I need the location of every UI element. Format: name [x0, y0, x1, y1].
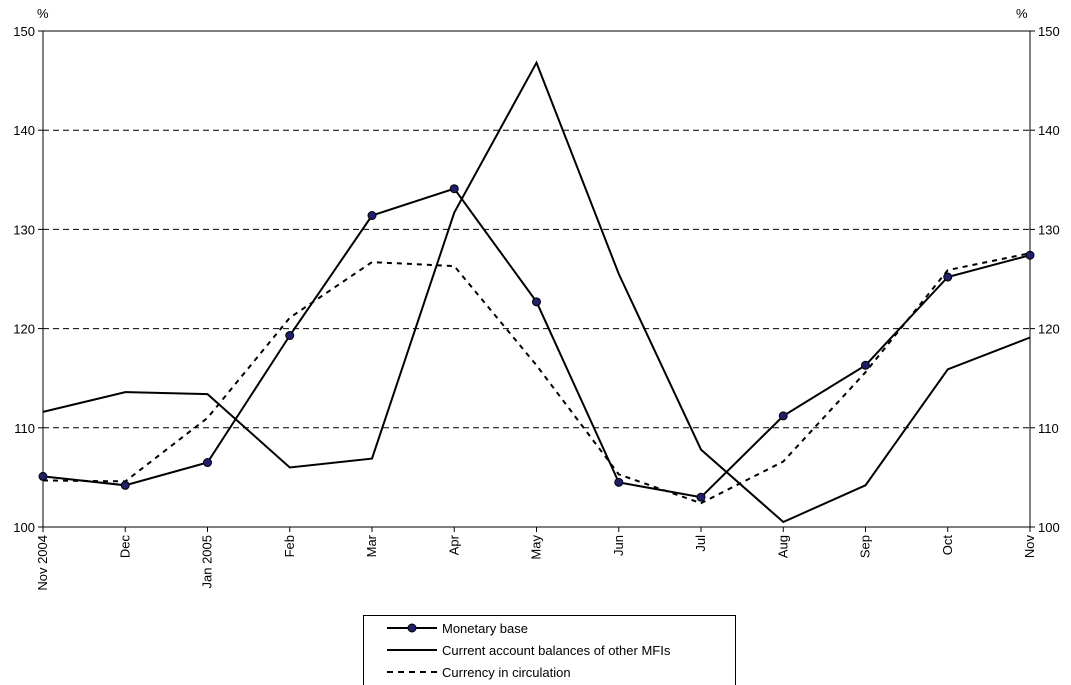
data-point [861, 360, 870, 370]
data-point [532, 297, 541, 307]
legend-label: Current account balances of other MFIs [442, 643, 671, 658]
x-tick-label: Nov 2004 [35, 535, 50, 591]
y-tick-label-left: 150 [13, 24, 35, 39]
legend-marker [407, 623, 417, 633]
legend: Monetary base Current account balances of… [363, 615, 736, 685]
x-tick-labels: Nov 2004 Dec Jan 2005 Feb Mar Apr May Jun Jul Aug… [35, 534, 1037, 590]
series-line [42, 60, 1031, 524]
series-2 [42, 60, 1031, 524]
y-tick-label-right: 100 [1038, 520, 1060, 535]
data-point [778, 411, 788, 421]
x-tick-label: May [529, 535, 544, 560]
y-tick-labels-left: 100 110 120 130 140 150 [13, 24, 35, 535]
y-tick-label-right: 110 [1038, 421, 1059, 436]
data-point [449, 184, 459, 194]
data-point [203, 458, 212, 468]
y-tick-labels-right: 100 110 120 130 140 150 [1038, 24, 1060, 535]
data-point [696, 492, 706, 502]
x-tick-label: Mar [364, 534, 379, 557]
series-lines [38, 60, 1035, 524]
data-point [367, 211, 377, 221]
x-tick-label: Jan 2005 [200, 535, 215, 589]
x-tick-label: Aug [775, 535, 790, 558]
x-tick-label: Dec [117, 535, 132, 559]
y-tick-label-right: 130 [1038, 222, 1060, 237]
data-point [943, 272, 953, 282]
legend-item: Current account balances of other MFIs [387, 643, 671, 658]
y-tick-label-right: 140 [1038, 123, 1060, 138]
data-point [285, 331, 295, 341]
axes [38, 30, 1035, 532]
data-point [120, 480, 130, 490]
x-tick-label: Jun [611, 535, 626, 556]
x-tick-label: Apr [446, 534, 461, 555]
x-tick-label: Jul [693, 535, 708, 552]
y-tick-label-right: 120 [1038, 322, 1060, 337]
series-line [42, 252, 1031, 505]
y-tick-label-left: 120 [13, 322, 35, 337]
y-tick-label-left: 100 [13, 520, 35, 535]
data-point [38, 471, 48, 481]
data-point [1025, 250, 1035, 260]
legend-label: Currency in circulation [442, 665, 571, 680]
series-1 [38, 184, 1035, 502]
series-line [42, 187, 1031, 499]
x-tick-label: Sep [858, 535, 873, 558]
gridlines [43, 129, 1030, 429]
legend-item: Monetary base [387, 621, 528, 636]
y-tick-label-left: 110 [14, 421, 35, 436]
y-tick-label-right: 150 [1038, 24, 1060, 39]
legend-label: Monetary base [442, 621, 528, 636]
y-axis-unit-right: % [1016, 6, 1028, 21]
y-axis-unit-left: % [37, 6, 49, 21]
x-tick-label: Oct [940, 535, 955, 556]
legend-item: Currency in circulation [387, 665, 571, 680]
y-tick-label-left: 130 [13, 222, 35, 237]
series-3 [42, 252, 1031, 505]
x-tick-label: Feb [282, 535, 297, 557]
y-tick-label-left: 140 [13, 123, 35, 138]
data-point [614, 477, 624, 487]
x-tick-label: Nov [1022, 535, 1037, 559]
